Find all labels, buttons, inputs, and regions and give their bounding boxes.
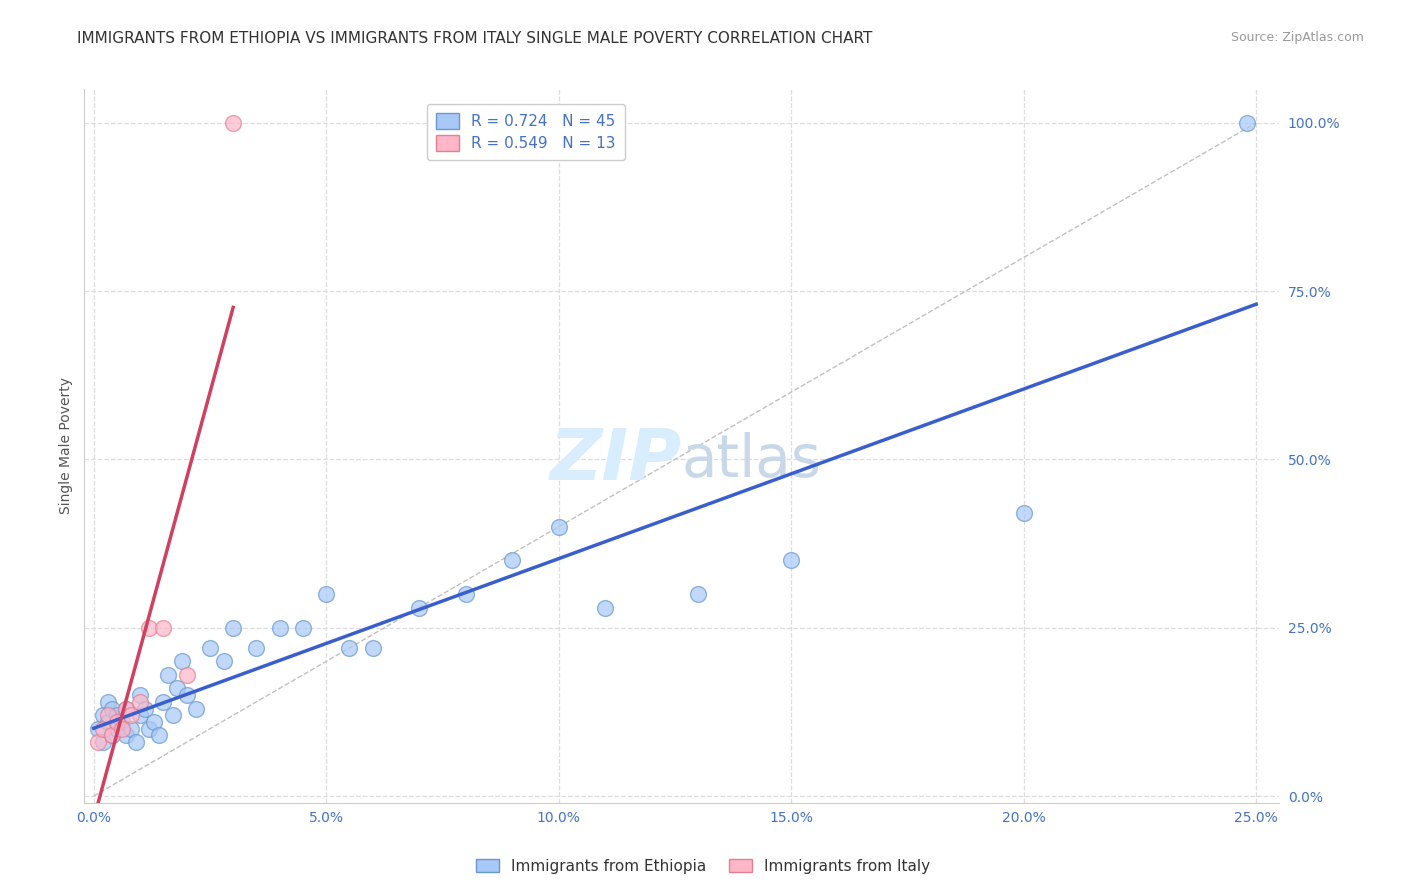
Point — [97, 714, 120, 729]
Point — [115, 701, 138, 715]
Point — [315, 587, 337, 601]
Point — [115, 701, 138, 715]
Point — [198, 640, 221, 655]
Point — [138, 722, 160, 736]
Point — [120, 708, 142, 723]
Point — [222, 116, 245, 130]
Legend: R = 0.724   N = 45, R = 0.549   N = 13: R = 0.724 N = 45, R = 0.549 N = 13 — [426, 104, 624, 161]
Point — [115, 729, 138, 743]
Point — [547, 520, 569, 534]
Point — [148, 729, 170, 743]
Text: IMMIGRANTS FROM ETHIOPIA VS IMMIGRANTS FROM ITALY SINGLE MALE POVERTY CORRELATIO: IMMIGRANTS FROM ETHIOPIA VS IMMIGRANTS F… — [77, 31, 873, 46]
Point — [1236, 116, 1258, 130]
Point — [110, 722, 132, 736]
Point — [129, 695, 152, 709]
Point — [269, 621, 291, 635]
Point — [1012, 506, 1035, 520]
Point — [87, 722, 110, 736]
Point — [162, 708, 184, 723]
Point — [222, 621, 245, 635]
Point — [101, 701, 124, 715]
Point — [91, 735, 114, 749]
Point — [176, 668, 198, 682]
Point — [339, 640, 361, 655]
Point — [152, 621, 174, 635]
Point — [170, 655, 193, 669]
Point — [105, 708, 128, 723]
Point — [166, 681, 188, 696]
Point — [87, 735, 110, 749]
Point — [129, 708, 152, 723]
Point — [245, 640, 267, 655]
Point — [408, 600, 430, 615]
Point — [454, 587, 477, 601]
Point — [143, 714, 166, 729]
Point — [176, 688, 198, 702]
Text: atlas: atlas — [682, 432, 821, 489]
Point — [97, 708, 120, 723]
Text: Source: ZipAtlas.com: Source: ZipAtlas.com — [1230, 31, 1364, 45]
Point — [120, 722, 142, 736]
Point — [105, 722, 128, 736]
Text: ZIP: ZIP — [550, 425, 682, 495]
Point — [780, 553, 803, 567]
Point — [110, 714, 132, 729]
Point — [97, 695, 120, 709]
Point — [184, 701, 207, 715]
Point — [101, 729, 124, 743]
Legend: Immigrants from Ethiopia, Immigrants from Italy: Immigrants from Ethiopia, Immigrants fro… — [470, 853, 936, 880]
Point — [129, 688, 152, 702]
Point — [361, 640, 384, 655]
Point — [105, 714, 128, 729]
Point — [688, 587, 710, 601]
Point — [157, 668, 180, 682]
Point — [91, 708, 114, 723]
Point — [212, 655, 235, 669]
Point — [501, 553, 523, 567]
Point — [152, 695, 174, 709]
Point — [101, 729, 124, 743]
Point — [91, 722, 114, 736]
Point — [593, 600, 616, 615]
Point — [291, 621, 314, 635]
Point — [134, 701, 156, 715]
Point — [138, 621, 160, 635]
Point — [124, 735, 146, 749]
Y-axis label: Single Male Poverty: Single Male Poverty — [59, 377, 73, 515]
